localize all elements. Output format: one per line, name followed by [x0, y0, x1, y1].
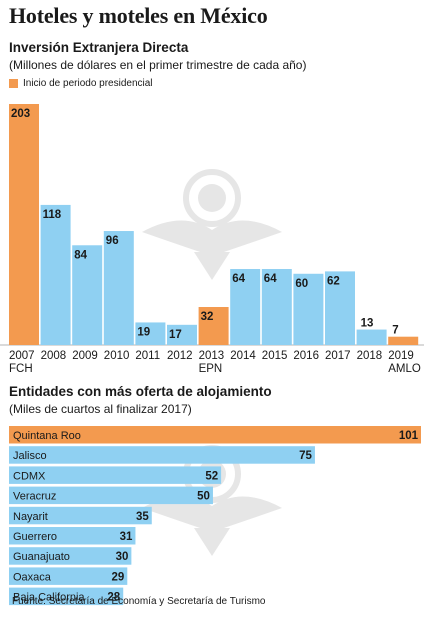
bar-value-2017: 62 [327, 275, 340, 287]
tick-2019: 2019 [388, 350, 414, 362]
legend-swatch [9, 78, 18, 88]
tick-2018: 2018 [357, 350, 383, 362]
bar-2015 [261, 269, 292, 345]
bar-2011 [135, 322, 166, 345]
bar-value-2015: 64 [264, 273, 277, 285]
hbar-value-cdmx: 52 [205, 470, 218, 482]
bar-2012 [167, 324, 197, 345]
tick-2016: 2016 [293, 350, 319, 362]
bar-value-2007: 203 [11, 108, 30, 120]
bar-2016 [293, 273, 324, 345]
bar-value-2019: 7 [392, 325, 398, 337]
tick-2008: 2008 [41, 350, 67, 362]
bar-value-2012: 17 [169, 329, 182, 341]
hbar-value-guanajuato: 30 [116, 551, 129, 563]
hbar-veracruz [9, 486, 213, 505]
tick-2009: 2009 [72, 350, 98, 362]
hbar-label-oaxaca: Oaxaca [13, 571, 52, 583]
hbar-jalisco [9, 446, 315, 464]
tick-sublabel-AMLO: AMLO [388, 363, 421, 375]
bar-value-2008: 118 [43, 209, 62, 221]
hbar-guanajuato [9, 547, 132, 565]
tick-2010: 2010 [104, 350, 130, 362]
hbar-label-jalisco: Jalisco [13, 450, 47, 462]
tick-2015: 2015 [262, 350, 288, 362]
hbar-label-baja-california: Baja California [13, 592, 85, 604]
hbar-label-veracruz: Veracruz [13, 491, 56, 503]
hbar-value-nayarit: 35 [136, 511, 149, 523]
page-title: Hoteles y moteles en México [9, 3, 268, 28]
hbar-label-guanajuato: Guanajuato [13, 551, 70, 563]
tick-sublabel-EPN: EPN [199, 363, 223, 375]
hbar-label-cdmx: CDMX [13, 470, 46, 482]
bar-2013 [198, 307, 229, 345]
legend-label: Inicio de periodo presidencial [23, 77, 153, 89]
hbar-label-quintana-roo: Quintana Roo [13, 430, 81, 442]
tick-2014: 2014 [230, 350, 256, 362]
hbar-guerrero [9, 527, 136, 545]
bar-value-2014: 64 [232, 273, 245, 285]
tick-2011: 2011 [135, 350, 160, 362]
bar-value-2013: 32 [201, 311, 214, 323]
bar-2007 [9, 104, 39, 345]
tick-sublabel-FCH: FCH [9, 363, 33, 375]
bar-2019 [388, 336, 419, 345]
bar-value-2011: 19 [137, 326, 150, 338]
bar-2008 [40, 204, 71, 345]
bar-2018 [356, 329, 387, 345]
bar-value-2009: 84 [74, 249, 87, 261]
bar-2014 [230, 269, 261, 345]
bar-value-2010: 96 [106, 235, 119, 247]
hbar-value-veracruz: 50 [197, 491, 210, 503]
hbar-value-oaxaca: 29 [112, 571, 125, 583]
source-note: Fuente: Secretaría de Economía y Secreta… [12, 596, 266, 607]
chart1-title: Inversión Extranjera Directa [9, 40, 189, 55]
bar-2010 [103, 231, 134, 345]
bar-value-2016: 60 [295, 278, 308, 290]
bar-value-2018: 13 [361, 318, 374, 330]
tick-2007: 2007 [9, 350, 35, 362]
hbar-label-guerrero: Guerrero [13, 531, 57, 543]
hbar-value-jalisco: 75 [299, 450, 312, 462]
tick-2017: 2017 [325, 350, 351, 362]
bar-2009 [72, 245, 103, 345]
hbar-value-quintana-roo: 101 [399, 430, 419, 442]
hbar-value-baja-california: 28 [107, 592, 120, 604]
watermark-seal-top [142, 169, 282, 280]
chart1-legend: Inicio de periodo presidencial [9, 77, 153, 89]
chart1-subtitle: (Millones de dólares en el primer trimes… [9, 58, 307, 72]
hbar-oaxaca [9, 567, 128, 585]
tick-2013: 2013 [199, 350, 225, 362]
hbar-cdmx [9, 466, 222, 484]
hbar-value-guerrero: 31 [120, 531, 133, 543]
chart2-title: Entidades con más oferta de alojamiento [9, 384, 272, 399]
chart2-subtitle: (Miles de cuartos al finalizar 2017) [9, 402, 192, 416]
hbar-nayarit [9, 506, 152, 525]
hbar-baja-california [9, 587, 124, 606]
hbar-quintana-roo [9, 426, 421, 444]
bar-2017 [325, 271, 355, 345]
tick-2012: 2012 [167, 350, 193, 362]
hbar-label-nayarit: Nayarit [13, 511, 48, 523]
